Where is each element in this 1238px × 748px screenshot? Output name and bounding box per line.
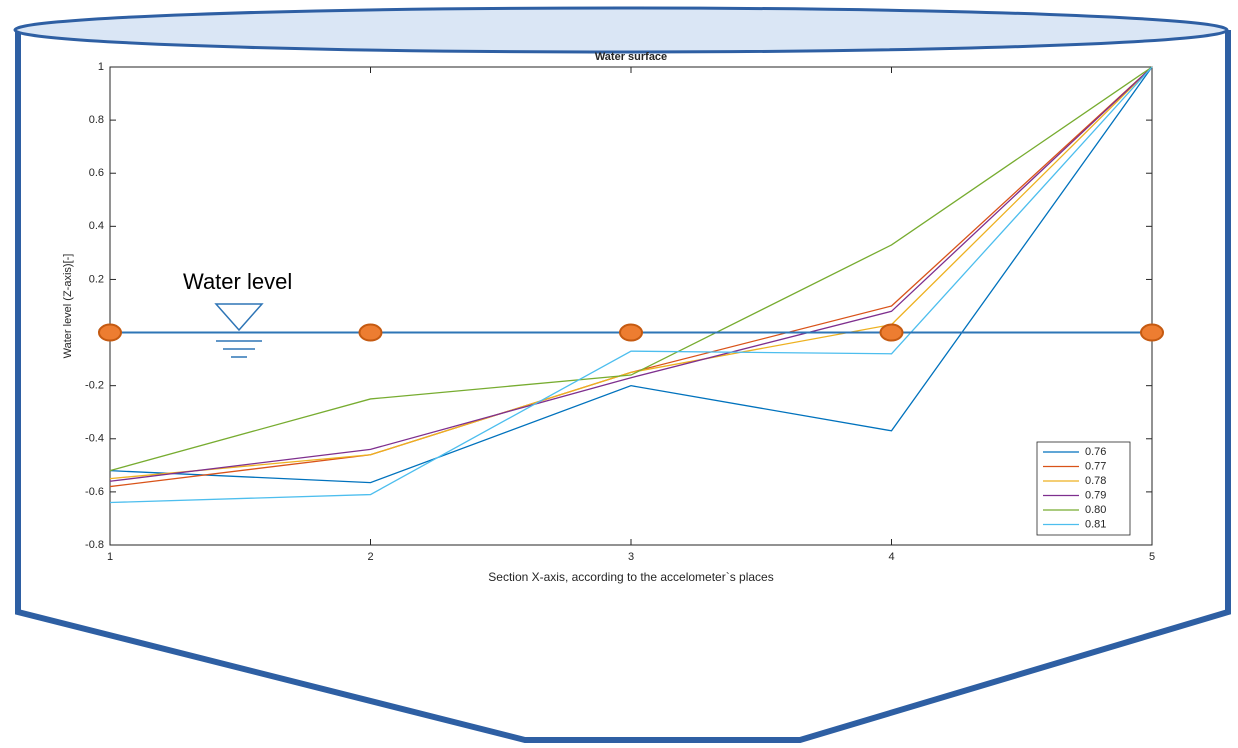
water-level-label: Water level	[183, 269, 292, 294]
series-line	[109, 66, 1153, 504]
water-level-marker	[98, 323, 122, 342]
x-tick-label: 3	[628, 551, 634, 563]
y-tick-label: 0.4	[89, 220, 104, 232]
x-tick-label: 5	[1149, 551, 1155, 563]
x-axis-label: Section X-axis, according to the accelom…	[488, 570, 773, 584]
x-tick-label: 4	[888, 551, 894, 563]
y-tick-label: -0.8	[85, 539, 104, 551]
frame-top	[13, 6, 1229, 54]
y-tick-label: 0.2	[89, 273, 104, 285]
water-level-marker	[879, 323, 904, 342]
y-tick-label: 0.6	[89, 167, 104, 179]
series-line	[109, 66, 1153, 484]
plot-area	[109, 66, 1153, 546]
water-level-marker	[1140, 323, 1164, 342]
series-line	[109, 66, 1153, 472]
legend-label: 0.80	[1085, 504, 1106, 516]
frame-outline	[15, 30, 1231, 743]
series-line	[109, 66, 1153, 480]
y-tick-label: -0.4	[85, 433, 104, 445]
series-line	[109, 66, 1153, 482]
legend: 0.76 0.77 0.78 0.79 0.80 0.81	[1036, 441, 1131, 536]
legend-label: 0.76	[1085, 446, 1106, 458]
legend-label: 0.81	[1085, 518, 1106, 530]
water-level-marker	[358, 323, 383, 342]
legend-label: 0.78	[1085, 475, 1106, 487]
legend-box	[1036, 441, 1131, 536]
water-level-symbol	[214, 303, 264, 358]
legend-label: 0.77	[1085, 460, 1106, 472]
x-tick-label: 2	[367, 551, 373, 563]
x-tick-label: 1	[107, 551, 113, 563]
y-tick-label: -0.2	[85, 380, 104, 392]
y-tick-label: -0.6	[85, 486, 104, 498]
y-tick-label: 0.8	[89, 114, 104, 126]
legend-label: 0.79	[1085, 489, 1106, 501]
y-tick-label: 1	[98, 61, 104, 73]
y-axis-label: Water level (Z-axis)[-]	[62, 254, 74, 359]
chart-title: Water surface	[595, 51, 667, 63]
water-level-marker	[619, 323, 643, 342]
